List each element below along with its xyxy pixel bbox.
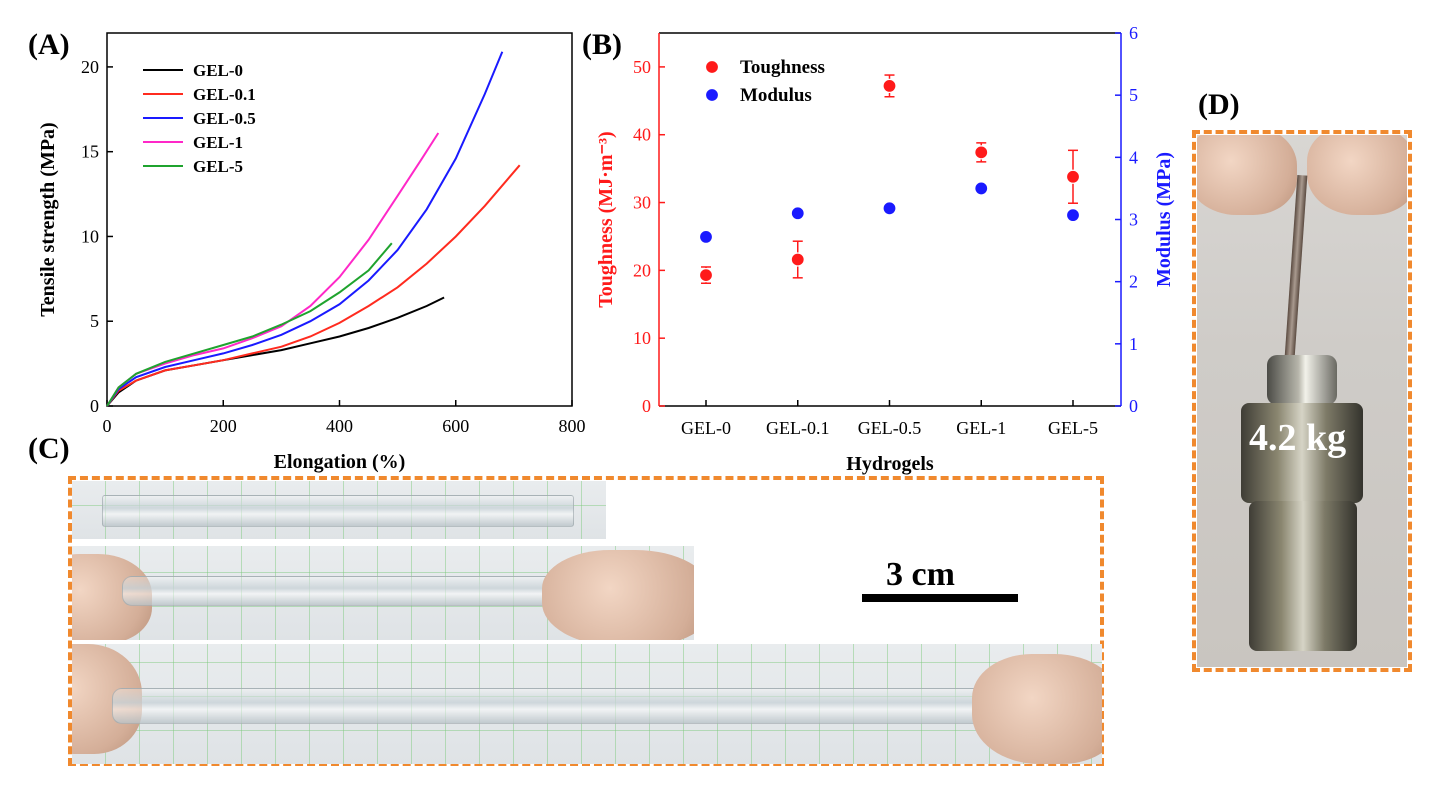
y-tick-label: 20 xyxy=(81,57,99,77)
y-right-tick-label: 1 xyxy=(1129,334,1138,354)
point-modulus xyxy=(790,206,805,221)
y-right-tick-label: 2 xyxy=(1129,272,1138,292)
y-tick-label: 5 xyxy=(90,311,99,331)
y-left-tick-label: 40 xyxy=(633,125,651,145)
x-tick-label: 0 xyxy=(103,416,112,436)
y-right-tick-label: 6 xyxy=(1129,23,1138,43)
finger xyxy=(972,654,1102,764)
y-right-tick-label: 4 xyxy=(1129,147,1138,167)
point-modulus xyxy=(698,229,714,245)
y-right-axis-title: Modulus (MPa) xyxy=(1153,152,1175,287)
legend-label: GEL-0.5 xyxy=(193,109,256,128)
series-line-gel-5 xyxy=(106,242,393,407)
x-tick-label: 800 xyxy=(559,416,586,436)
y-left-tick-label: 10 xyxy=(633,328,651,348)
legend-label: Modulus xyxy=(740,85,812,106)
legend-label: Toughness xyxy=(740,57,825,78)
panel-label-b: (B) xyxy=(582,28,622,61)
series-line-gel-0.1 xyxy=(106,164,521,407)
x-tick-label: GEL-0 xyxy=(681,418,731,438)
finger xyxy=(1307,135,1407,215)
x-tick-label: 400 xyxy=(326,416,353,436)
x-axis-title: Hydrogels xyxy=(846,453,934,475)
gel-stretched-photo xyxy=(72,644,1102,764)
gel-original-photo xyxy=(72,481,606,539)
x-tick-label: GEL-0.1 xyxy=(766,418,829,438)
y-axis-title: Tensile strength (MPa) xyxy=(37,122,59,316)
x-tick-label: GEL-5 xyxy=(1048,418,1098,438)
y-right-tick-label: 5 xyxy=(1129,85,1138,105)
y-right-tick-label: 3 xyxy=(1129,210,1138,230)
weight-label: 4.2 kg xyxy=(1249,417,1347,459)
panel-label-a: (A) xyxy=(28,28,70,61)
x-axis-title: Elongation (%) xyxy=(274,451,406,473)
weight-photo-frame xyxy=(1192,130,1412,672)
series-line-gel-0.5 xyxy=(106,51,504,407)
y-tick-label: 10 xyxy=(81,226,99,246)
legend-marker xyxy=(704,59,720,75)
y-tick-label: 15 xyxy=(81,142,99,162)
finger xyxy=(542,550,694,640)
legend-label: GEL-5 xyxy=(193,157,243,176)
x-tick-label: 600 xyxy=(442,416,469,436)
y-left-tick-label: 20 xyxy=(633,260,651,280)
point-toughness xyxy=(790,252,805,267)
finger xyxy=(1197,135,1297,215)
legend-label: GEL-1 xyxy=(193,133,243,152)
gel-strip-stretched xyxy=(112,688,1044,724)
weight-body-upper xyxy=(1241,403,1363,503)
y-left-axis-title: Toughness (MJ·m⁻³) xyxy=(595,131,617,307)
panel-label-c: (C) xyxy=(28,432,70,465)
y-left-tick-label: 30 xyxy=(633,193,651,213)
stretch-photo-frame xyxy=(68,476,1104,766)
point-modulus xyxy=(882,201,897,216)
point-toughness xyxy=(1065,169,1081,184)
y-right-tick-label: 0 xyxy=(1129,396,1138,416)
y-left-tick-label: 0 xyxy=(642,396,651,416)
legend-marker xyxy=(704,87,720,103)
weight-photo xyxy=(1197,135,1407,667)
gel-twisted-photo xyxy=(72,546,694,640)
weight-body-lower xyxy=(1249,501,1357,651)
x-tick-label: GEL-0.5 xyxy=(858,418,921,438)
weight-cap xyxy=(1267,355,1337,405)
scale-bar xyxy=(862,594,1018,602)
point-toughness xyxy=(974,145,989,160)
x-tick-label: GEL-1 xyxy=(956,418,1006,438)
point-modulus xyxy=(1065,208,1081,223)
x-tick-label: 200 xyxy=(210,416,237,436)
gel-strip xyxy=(102,495,574,527)
y-tick-label: 0 xyxy=(90,396,99,416)
scale-bar-label: 3 cm xyxy=(886,556,955,593)
panel-label-d: (D) xyxy=(1198,88,1240,121)
gel-strip-twisted xyxy=(122,576,624,606)
y-left-tick-label: 50 xyxy=(633,57,651,77)
legend-label: GEL-0 xyxy=(193,61,243,80)
point-toughness xyxy=(882,78,897,93)
legend-label: GEL-0.1 xyxy=(193,85,256,104)
point-modulus xyxy=(974,181,989,196)
point-toughness xyxy=(698,268,714,283)
